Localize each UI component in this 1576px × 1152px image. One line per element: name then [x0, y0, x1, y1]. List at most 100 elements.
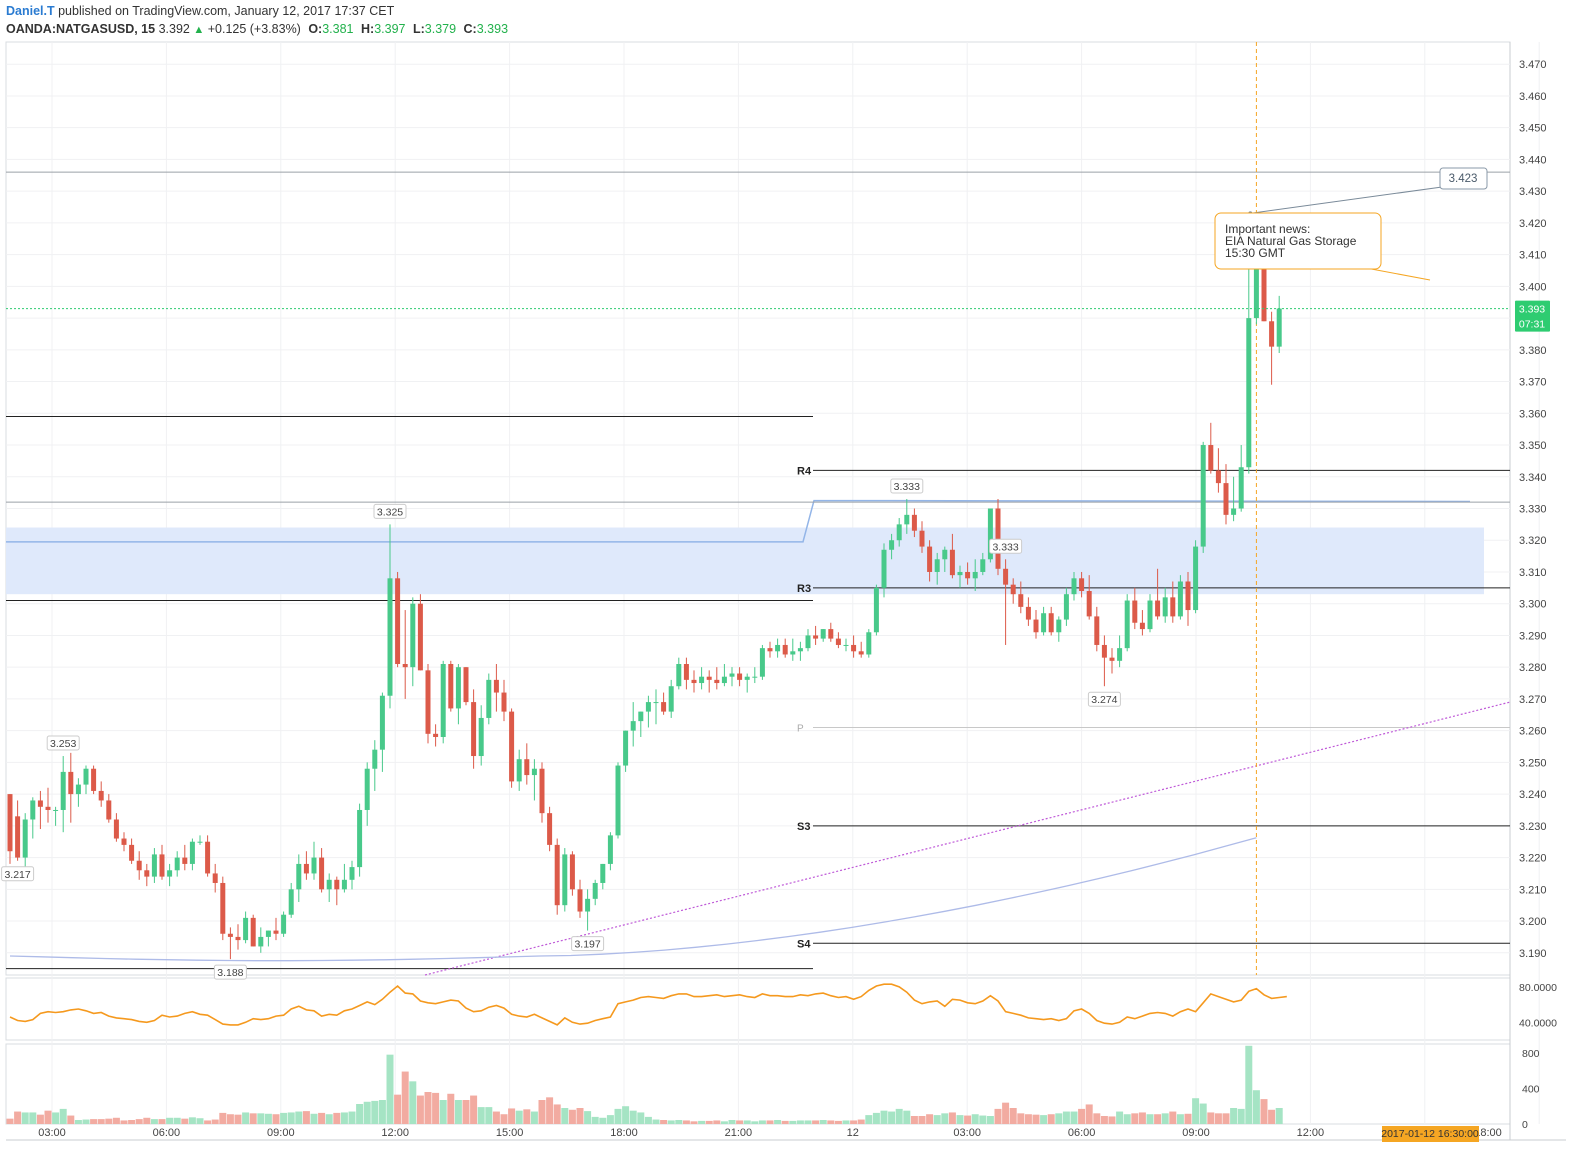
- candle-body: [379, 695, 385, 750]
- price-tick-label: 3.200: [1519, 916, 1547, 928]
- candle-body: [1215, 470, 1221, 484]
- volume-bar: [576, 1108, 584, 1124]
- candle-body: [615, 765, 621, 836]
- candle-body: [980, 559, 986, 572]
- volume-bar: [356, 1104, 364, 1124]
- rsi-line: [9, 983, 1287, 1026]
- volume-bar: [1123, 1114, 1131, 1124]
- candle-body: [843, 644, 849, 646]
- price-tick-label: 3.460: [1519, 91, 1547, 103]
- volume-bar: [128, 1120, 136, 1124]
- candle-body: [721, 676, 727, 684]
- candle-body: [706, 676, 712, 680]
- candle-body: [942, 549, 948, 560]
- candle-body: [729, 673, 735, 677]
- callout-text: 15:30 GMT: [1225, 246, 1286, 260]
- time-tick-label: 09:00: [1182, 1127, 1210, 1139]
- candle-body: [752, 676, 758, 678]
- volume-bar: [371, 1100, 379, 1124]
- volume-bar: [508, 1108, 516, 1124]
- candle-body: [911, 514, 917, 531]
- candle-body: [326, 879, 332, 890]
- volume-bar: [1207, 1112, 1215, 1124]
- candle-body: [129, 844, 135, 861]
- volume-bar: [150, 1119, 158, 1124]
- author-link[interactable]: Daniel.T: [6, 4, 55, 18]
- volume-bar: [933, 1115, 941, 1124]
- open-value: 3.381: [322, 22, 354, 36]
- volume-bar: [112, 1117, 120, 1124]
- volume-bar: [1040, 1115, 1048, 1124]
- volume-bar: [751, 1121, 759, 1124]
- candle-body: [1094, 616, 1100, 645]
- volume-bar: [553, 1104, 561, 1124]
- legend-line: OANDA:NATGASUSD, 15 3.392 ▲ +0.125 (+3.8…: [6, 22, 508, 36]
- candle-body: [1231, 508, 1237, 515]
- volume-bar: [736, 1120, 744, 1124]
- volume-bar: [1138, 1112, 1146, 1124]
- crosshair-date-badge: [1382, 1126, 1479, 1142]
- candle-body: [790, 651, 796, 655]
- price-tick-label: 3.470: [1519, 59, 1547, 71]
- candle-body: [1132, 600, 1138, 623]
- candle-body: [1253, 267, 1259, 319]
- volume-bar: [90, 1119, 98, 1124]
- volume-bar: [363, 1101, 371, 1124]
- candle-body: [524, 759, 530, 776]
- high-low-label-box: [1, 866, 35, 882]
- volume-bar: [546, 1097, 554, 1124]
- candle-body: [592, 882, 598, 899]
- candle-body: [699, 676, 705, 684]
- candle-body: [463, 667, 469, 703]
- volume-tick-label: 800: [1522, 1048, 1540, 1060]
- high-low-label-box: [890, 478, 924, 494]
- candle-body: [281, 914, 287, 934]
- volume-bar: [14, 1111, 22, 1124]
- candle-body: [1117, 648, 1123, 661]
- volume-bar: [614, 1108, 622, 1124]
- candle-body: [1200, 445, 1206, 547]
- candle-body: [15, 816, 21, 858]
- candle-body: [121, 838, 127, 845]
- candle-body: [53, 809, 59, 811]
- volume-bar: [394, 1094, 402, 1124]
- candle-body: [455, 667, 461, 709]
- candle-body: [805, 635, 811, 649]
- volume-bar: [538, 1100, 546, 1124]
- candle-body: [607, 835, 613, 864]
- price-tick-label: 3.230: [1519, 821, 1547, 833]
- candle-body: [182, 857, 188, 864]
- high-low-label-text: 3.274: [1091, 694, 1117, 706]
- volume-bar: [166, 1117, 174, 1124]
- candle-body: [554, 844, 560, 906]
- volume-bar: [926, 1114, 934, 1124]
- pivot-level-label: S4: [797, 938, 811, 950]
- candle-body: [433, 733, 439, 737]
- low-value: 3.379: [424, 22, 457, 36]
- volume-bar: [280, 1112, 288, 1124]
- callout-text: EIA Natural Gas Storage: [1225, 234, 1357, 248]
- volume-bar: [82, 1119, 90, 1124]
- last-price: 3.392: [158, 22, 190, 36]
- candle-body: [357, 809, 363, 868]
- candle-body: [1276, 308, 1282, 347]
- candle-body: [995, 508, 1001, 569]
- volume-bar: [105, 1118, 113, 1124]
- candle-body: [919, 530, 925, 547]
- volume-bar: [21, 1112, 29, 1124]
- volume-bar: [378, 1100, 386, 1124]
- candle-body: [1003, 568, 1009, 585]
- volume-bar: [1154, 1114, 1162, 1124]
- high-low-label: 3.274: [1087, 691, 1121, 707]
- volume-bar: [834, 1120, 842, 1124]
- symbol-label[interactable]: OANDA:NATGASUSD, 15: [6, 22, 156, 36]
- volume-bar: [485, 1107, 493, 1124]
- candle-body: [1101, 644, 1107, 658]
- time-tick-label: 06:00: [153, 1127, 181, 1139]
- high-low-label-text: 3.333: [894, 481, 920, 493]
- volume-bar: [1055, 1113, 1063, 1124]
- candle-body: [91, 768, 97, 791]
- candle-body: [858, 651, 864, 655]
- volume-bar: [310, 1113, 318, 1124]
